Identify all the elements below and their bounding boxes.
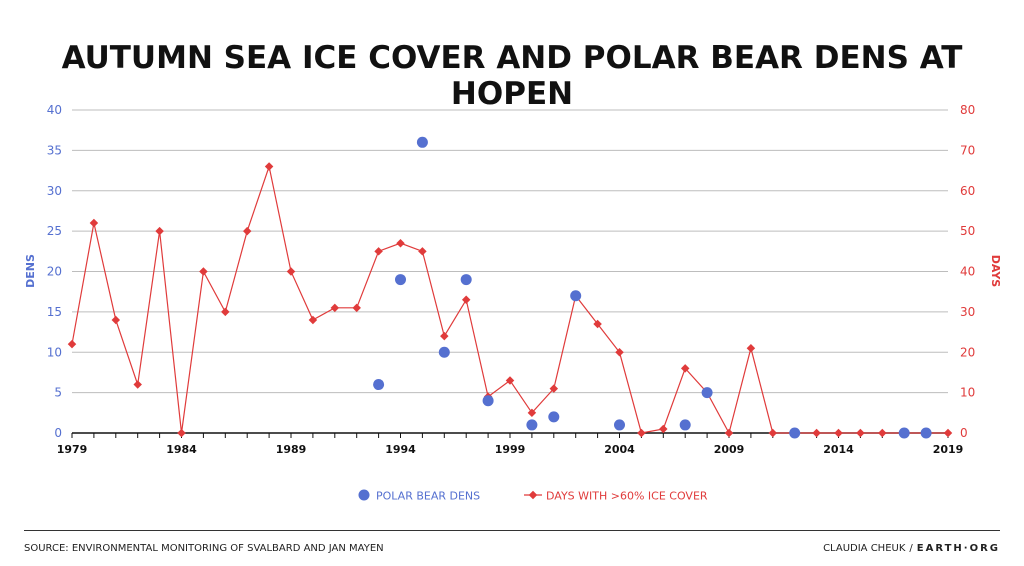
- dens-point: [373, 379, 385, 391]
- dens-point: [482, 395, 494, 407]
- left-tick-label: 0: [54, 426, 62, 440]
- credit-author: CLAUDIA CHEUK: [823, 543, 906, 554]
- right-tick-label: 10: [960, 386, 975, 400]
- dens-point: [548, 411, 560, 423]
- dens-point: [789, 427, 801, 439]
- left-tick-label: 25: [47, 224, 62, 238]
- left-tick-label: 10: [47, 345, 62, 359]
- dens-point: [701, 387, 713, 399]
- footer-divider: [24, 530, 1000, 531]
- right-tick-label: 70: [960, 143, 975, 157]
- x-tick-label: 1999: [495, 443, 526, 456]
- legend-ice-marker: [528, 490, 538, 500]
- ice-cover-point: [396, 238, 405, 248]
- legend: POLAR BEAR DENS DAYS WITH >60% ICE COVER: [358, 489, 708, 503]
- right-tick-label: 50: [960, 224, 975, 238]
- left-tick-label: 30: [47, 184, 62, 198]
- ice-cover-point: [549, 384, 559, 393]
- dens-point: [898, 427, 910, 439]
- legend-ice-label: DAYS WITH >60% ICE COVER: [546, 490, 708, 503]
- ice-cover-point: [199, 267, 208, 276]
- ice-cover-point: [856, 428, 865, 438]
- left-tick-label: 40: [47, 103, 62, 117]
- x-tick-label: 1994: [385, 443, 416, 456]
- ice-cover-point: [242, 226, 252, 236]
- legend-dens-label: POLAR BEAR DENS: [376, 490, 480, 503]
- right-tick-label: 40: [960, 265, 975, 279]
- dens-point: [920, 427, 932, 439]
- axes: 0 5 10 15 20 25 30 35 40 0 10 20 30 40 50 60 70 80 1979 198…: [24, 103, 1002, 456]
- right-axis-title: DAYS: [989, 255, 1002, 288]
- ice-cover-point: [352, 303, 361, 313]
- dens-point: [570, 290, 582, 302]
- ice-cover-point: [878, 428, 887, 438]
- ice-cover-point: [330, 303, 340, 313]
- x-tick-label: 1979: [57, 443, 88, 456]
- x-tick-label: 1989: [276, 443, 307, 456]
- dens-point: [460, 274, 472, 286]
- ice-cover-point: [505, 376, 515, 385]
- ice-cover-point: [264, 162, 274, 171]
- ice-cover-point: [812, 428, 821, 438]
- ice-cover-point: [768, 428, 778, 438]
- ice-cover-point: [615, 348, 624, 357]
- right-tick-label: 0: [960, 426, 968, 440]
- ice-cover-point: [680, 364, 690, 373]
- ice-cover-markers: [67, 162, 953, 438]
- x-tick-label: 1984: [166, 443, 197, 456]
- x-tick-label: 2014: [823, 443, 854, 456]
- right-tick-label: 80: [960, 103, 975, 117]
- ice-cover-point: [374, 247, 383, 256]
- ice-cover-point: [67, 339, 77, 349]
- dens-point: [679, 419, 691, 431]
- ice-cover-point: [593, 319, 602, 329]
- right-tick-label: 20: [960, 345, 975, 359]
- left-tick-label: 20: [47, 265, 62, 279]
- left-tick-label: 15: [47, 305, 62, 319]
- dens-point: [395, 274, 406, 286]
- ice-cover-point: [286, 267, 296, 276]
- dens-points: [373, 136, 932, 439]
- ice-cover-point: [724, 428, 734, 438]
- ice-cover-point: [834, 428, 843, 438]
- dens-point: [614, 419, 625, 431]
- dens-point: [526, 419, 538, 431]
- left-tick-label: 35: [47, 143, 62, 157]
- x-tick-label: 2019: [933, 443, 964, 456]
- ice-cover-point: [177, 428, 186, 438]
- ice-cover-point: [133, 380, 142, 389]
- dens-point: [438, 346, 450, 358]
- source-note: SOURCE: ENVIRONMENTAL MONITORING OF SVAL…: [24, 543, 384, 554]
- left-axis-title: DENS: [24, 254, 37, 288]
- gridlines: [72, 109, 948, 394]
- ice-cover-point: [527, 408, 537, 418]
- ice-cover-point: [418, 247, 427, 256]
- ice-cover-point: [89, 218, 99, 228]
- credit-brand: EARTH·ORG: [916, 543, 1000, 554]
- ice-cover-point: [155, 226, 164, 236]
- right-tick-label: 30: [960, 305, 975, 319]
- left-tick-label: 5: [54, 386, 62, 400]
- credit-separator: /: [909, 543, 913, 554]
- ice-cover-point: [461, 295, 471, 305]
- x-tick-label: 2004: [604, 443, 635, 456]
- right-tick-label: 60: [960, 184, 975, 198]
- legend-dens-marker: [358, 489, 370, 501]
- ice-cover-point: [308, 315, 318, 325]
- ice-cover-point: [111, 315, 121, 325]
- ice-cover-point: [440, 331, 449, 341]
- x-tick-label: 2009: [714, 443, 745, 456]
- ice-cover-point: [746, 343, 756, 353]
- ice-cover-point: [221, 307, 230, 317]
- dens-point: [416, 136, 428, 148]
- credit: CLAUDIA CHEUK / EARTH·ORG: [823, 543, 1000, 554]
- chart-title: AUTUMN SEA ICE COVER AND POLAR BEAR DENS…: [61, 40, 963, 112]
- ice-cover-point: [637, 428, 646, 438]
- ice-cover-point: [659, 424, 668, 434]
- ice-cover-point: [943, 428, 953, 438]
